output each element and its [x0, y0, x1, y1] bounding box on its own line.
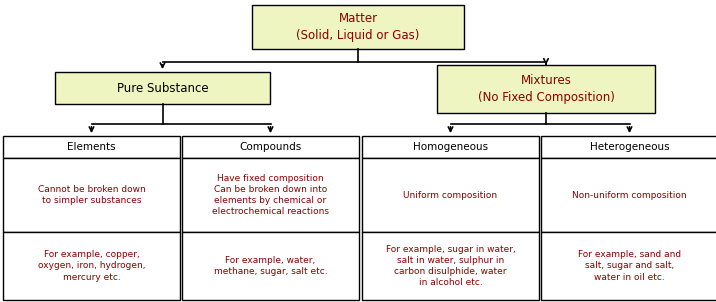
FancyBboxPatch shape — [182, 232, 359, 300]
Text: Pure Substance: Pure Substance — [117, 82, 208, 95]
FancyBboxPatch shape — [362, 232, 539, 300]
FancyBboxPatch shape — [182, 136, 359, 158]
FancyBboxPatch shape — [541, 232, 716, 300]
FancyBboxPatch shape — [182, 158, 359, 232]
Text: Uniform composition: Uniform composition — [403, 191, 498, 200]
Text: For example, sand and
salt, sugar and salt,
water in oil etc.: For example, sand and salt, sugar and sa… — [578, 250, 681, 281]
FancyBboxPatch shape — [541, 158, 716, 232]
FancyBboxPatch shape — [3, 158, 180, 232]
FancyBboxPatch shape — [3, 232, 180, 300]
FancyBboxPatch shape — [362, 158, 539, 232]
Text: Cannot be broken down
to simpler substances: Cannot be broken down to simpler substan… — [38, 185, 145, 205]
Text: Have fixed composition
Can be broken down into
elements by chemical or
electroch: Have fixed composition Can be broken dow… — [212, 174, 329, 216]
FancyBboxPatch shape — [3, 136, 180, 158]
Text: Non-uniform composition: Non-uniform composition — [572, 191, 687, 200]
Text: Homogeneous: Homogeneous — [413, 142, 488, 152]
Text: Elements: Elements — [67, 142, 116, 152]
Text: For example, sugar in water,
salt in water, sulphur in
carbon disulphide, water
: For example, sugar in water, salt in wat… — [386, 245, 516, 287]
Text: For example, water,
methane, sugar, salt etc.: For example, water, methane, sugar, salt… — [213, 256, 327, 276]
Text: For example, copper,
oxygen, iron, hydrogen,
mercury etc.: For example, copper, oxygen, iron, hydro… — [38, 250, 145, 281]
Text: Compounds: Compounds — [239, 142, 301, 152]
FancyBboxPatch shape — [437, 65, 655, 113]
FancyBboxPatch shape — [541, 136, 716, 158]
FancyBboxPatch shape — [362, 136, 539, 158]
FancyBboxPatch shape — [252, 5, 464, 49]
Text: Mixtures
(No Fixed Composition): Mixtures (No Fixed Composition) — [478, 75, 614, 104]
FancyBboxPatch shape — [55, 72, 270, 104]
Text: Matter
(Solid, Liquid or Gas): Matter (Solid, Liquid or Gas) — [296, 12, 420, 41]
Text: Heterogeneous: Heterogeneous — [590, 142, 669, 152]
